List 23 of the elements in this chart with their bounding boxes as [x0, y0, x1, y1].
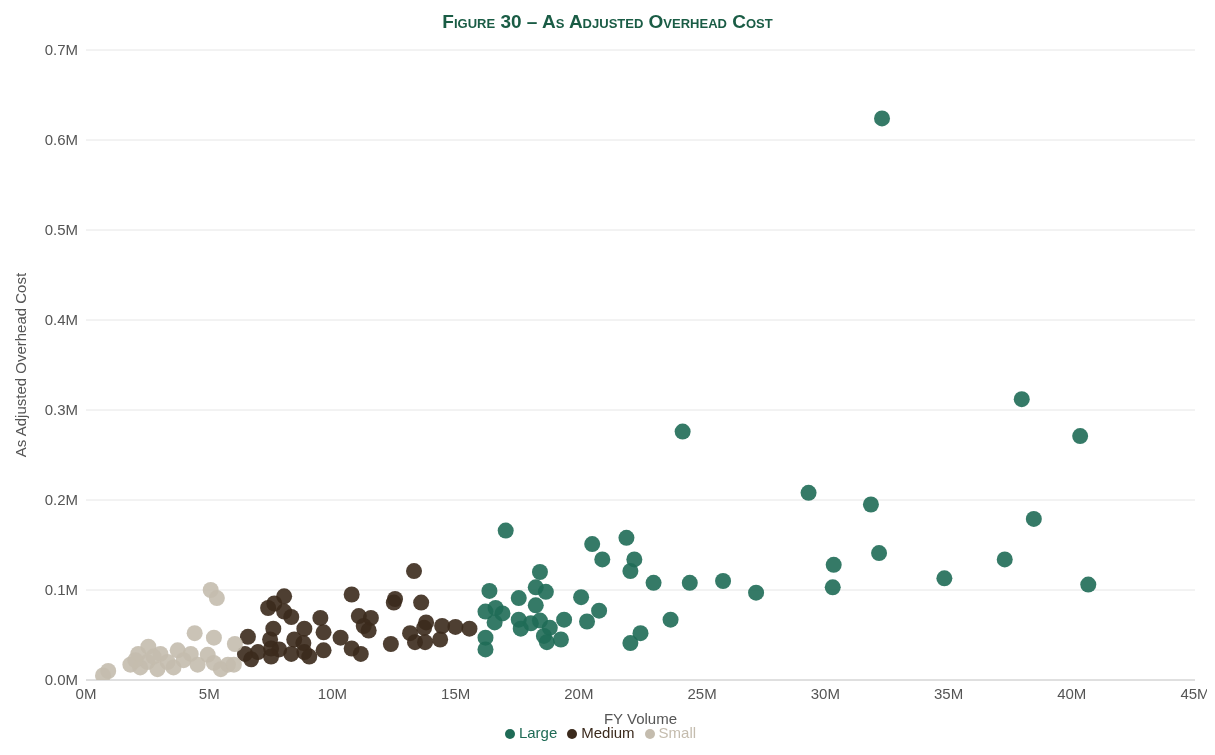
y-axis-title: As Adjusted Overhead Cost: [12, 272, 30, 458]
y-tick-label: 0.4M: [44, 311, 78, 329]
x-tick-label: 0M: [75, 684, 97, 702]
legend-label: Small: [658, 724, 697, 741]
x-axis-title: FY Volume: [603, 710, 678, 727]
chart-title: Figure 30 – As Adjusted Overhead Cost: [441, 10, 774, 34]
y-tick-label: 0.1M: [44, 581, 78, 599]
y-tick-label: 0.7M: [44, 41, 78, 59]
x-tick-label: 35M: [933, 684, 964, 702]
y-tick-label: 0.6M: [44, 131, 78, 149]
y-tick-label: 0.0M: [44, 671, 78, 689]
x-tick-label: 5M: [198, 684, 220, 702]
x-tick-label: 15M: [441, 684, 471, 702]
y-tick-label: 0.5M: [44, 221, 78, 239]
y-tick-label: 0.3M: [44, 401, 78, 419]
legend-label: Large: [518, 724, 558, 741]
x-tick-label: 10M: [317, 684, 348, 702]
y-tick-label: 0.2M: [44, 491, 78, 509]
x-tick-label: 30M: [810, 684, 840, 702]
x-tick-label: 40M: [1057, 684, 1087, 702]
x-tick-label: 25M: [687, 684, 717, 702]
legend-label: Medium: [581, 724, 635, 741]
x-tick-label: 20M: [564, 684, 594, 702]
